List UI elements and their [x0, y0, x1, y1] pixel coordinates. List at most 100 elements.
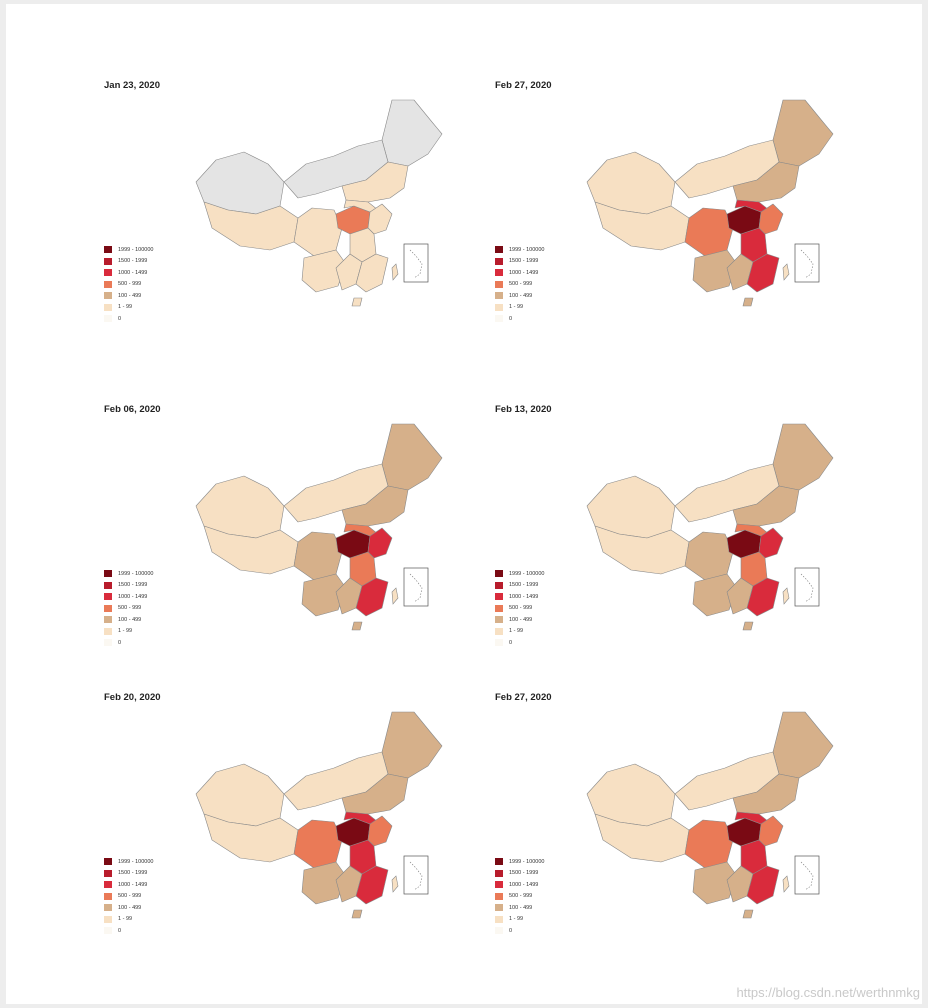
region-southwest — [301, 249, 347, 293]
legend-item-1500-1999: 1500 - 1999 — [495, 580, 544, 592]
legend-label: 1 - 99 — [118, 304, 133, 311]
legend-swatch — [495, 858, 503, 866]
legend-item-1999-100000: 1999 - 100000 — [104, 244, 153, 256]
legend-swatch — [104, 303, 112, 311]
legend-label: 1500 - 1999 — [509, 258, 539, 265]
legend-label: 0 — [118, 639, 122, 646]
legend-item-1999-100000: 1999 - 100000 — [495, 568, 544, 580]
legend-swatch — [104, 858, 112, 866]
legend-label: 1 - 99 — [509, 628, 524, 635]
legend-label: 1999 - 100000 — [509, 246, 545, 253]
region-taiwan — [782, 587, 790, 605]
legend-swatch — [104, 915, 112, 923]
legend-label: 1500 - 1999 — [509, 870, 539, 877]
legend-swatch — [104, 593, 112, 601]
region-guangdong — [355, 577, 389, 617]
legend-item-1-99: 1 - 99 — [495, 626, 544, 638]
region-northeast — [772, 99, 834, 167]
legend-label: 1000 - 1499 — [118, 269, 148, 276]
legend-swatch — [495, 303, 503, 311]
region-hainan — [351, 909, 363, 919]
legend-label: 0 — [509, 927, 513, 934]
watermark: https://blog.csdn.net/werthnmkg — [736, 985, 920, 1000]
legend-swatch — [495, 280, 503, 288]
legend-item-500-999: 500 - 999 — [495, 279, 544, 291]
legend-item-1999-100000: 1999 - 100000 — [104, 568, 153, 580]
legend-swatch — [495, 604, 503, 612]
legend-label: 100 - 499 — [509, 292, 533, 299]
legend-swatch — [495, 915, 503, 923]
legend-label: 1 - 99 — [118, 628, 133, 635]
legend-label: 0 — [509, 315, 513, 322]
legend-item-500-999: 500 - 999 — [104, 603, 153, 615]
legend-item-1-99: 1 - 99 — [495, 302, 544, 314]
region-southwest — [301, 573, 347, 617]
region-hainan — [351, 297, 363, 307]
legend-label: 1000 - 1499 — [509, 593, 539, 600]
map-panel: Feb 20, 2020 1999 - 100000 1500 - 1999 1000… — [104, 692, 484, 962]
panel-title: Feb 27, 2020 — [495, 692, 552, 703]
legend-item-1-99: 1 - 99 — [495, 914, 544, 926]
region-guangdong — [746, 577, 780, 617]
legend-label: 500 - 999 — [118, 605, 142, 612]
legend-label: 500 - 999 — [509, 281, 533, 288]
china-map — [586, 711, 834, 919]
china-map — [195, 711, 443, 919]
legend-label: 100 - 499 — [118, 292, 142, 299]
legend-swatch — [495, 616, 503, 624]
legend-swatch — [104, 627, 112, 635]
region-southwest — [692, 861, 738, 905]
region-northeast — [381, 423, 443, 491]
legend-label: 100 - 499 — [509, 904, 533, 911]
legend-swatch — [495, 627, 503, 635]
south-china-sea-inset — [794, 243, 820, 283]
panel-title: Feb 06, 2020 — [104, 404, 161, 415]
figure-page: Jan 23, 2020 1999 - 100000 1500 - 1999 1000… — [6, 4, 922, 1004]
legend-item-100-499: 100 - 499 — [104, 290, 153, 302]
legend-label: 1 - 99 — [509, 916, 524, 923]
region-guangdong — [746, 865, 780, 905]
panel-title: Jan 23, 2020 — [104, 80, 160, 91]
china-map — [195, 99, 443, 307]
south-china-sea-inset — [403, 243, 429, 283]
legend-item-1000-1499: 1000 - 1499 — [495, 879, 544, 891]
legend-label: 1000 - 1499 — [118, 881, 148, 888]
legend-label: 500 - 999 — [509, 605, 533, 612]
legend-item-1000-1499: 1000 - 1499 — [104, 267, 153, 279]
legend-item-100-499: 100 - 499 — [104, 614, 153, 626]
legend-label: 1999 - 100000 — [118, 570, 154, 577]
legend-item-1999-100000: 1999 - 100000 — [104, 856, 153, 868]
map-panel: Feb 27, 2020 1999 - 100000 1500 - 1999 1000… — [495, 692, 875, 962]
legend-label: 1999 - 100000 — [509, 858, 545, 865]
region-sichuan — [684, 207, 734, 257]
legend-label: 1500 - 1999 — [509, 582, 539, 589]
region-southwest — [301, 861, 347, 905]
legend-label: 1000 - 1499 — [118, 593, 148, 600]
panel-title: Feb 27, 2020 — [495, 80, 552, 91]
region-northeast — [381, 711, 443, 779]
region-taiwan — [782, 875, 790, 893]
legend-label: 1 - 99 — [118, 916, 133, 923]
legend-swatch — [495, 292, 503, 300]
china-map — [586, 423, 834, 631]
legend-label: 1999 - 100000 — [118, 858, 154, 865]
legend-swatch — [495, 269, 503, 277]
legend-swatch — [104, 570, 112, 578]
legend-item-1500-1999: 1500 - 1999 — [104, 580, 153, 592]
legend-item-1500-1999: 1500 - 1999 — [495, 868, 544, 880]
legend-item-500-999: 500 - 999 — [104, 279, 153, 291]
legend-swatch — [104, 616, 112, 624]
legend-swatch — [104, 581, 112, 589]
legend-item-500-999: 500 - 999 — [104, 891, 153, 903]
region-northeast — [381, 99, 443, 167]
legend-swatch — [104, 869, 112, 877]
legend-label: 1 - 99 — [509, 304, 524, 311]
legend-item-1000-1499: 1000 - 1499 — [104, 879, 153, 891]
legend-label: 1000 - 1499 — [509, 881, 539, 888]
legend-label: 1999 - 100000 — [118, 246, 154, 253]
legend: 1999 - 100000 1500 - 1999 1000 - 1499 500 -… — [104, 244, 153, 325]
legend-swatch — [495, 257, 503, 265]
region-southwest — [692, 573, 738, 617]
region-sichuan — [293, 531, 343, 581]
legend-item-1500-1999: 1500 - 1999 — [104, 256, 153, 268]
